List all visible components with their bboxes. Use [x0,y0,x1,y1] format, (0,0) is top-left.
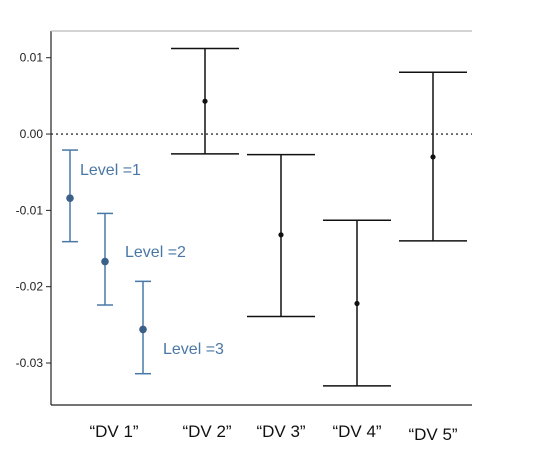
error-bars: Level =1 Level =2 Level =3 [62,47,467,387]
point-estimate [430,154,436,160]
error-bar: Level =1 [62,149,141,243]
category-label: “DV 4” [332,422,381,441]
error-bar [247,153,315,318]
point-estimate [101,257,109,266]
point-estimate [66,194,74,202]
category-labels: “DV 1” “DV 2” “DV 3” “DV 4” “DV 5” [89,422,457,444]
y-axis-ticks: 0.01 0.00 -0.01 -0.02 -0.03 [16,51,51,370]
category-label: “DV 3” [256,422,305,441]
point-estimate [354,300,360,307]
error-bar [399,71,467,242]
level-label: Level =1 [80,162,141,179]
point-estimate [278,232,284,238]
error-bar [171,47,239,155]
y-tick-label: 0.00 [20,127,44,141]
y-tick-label: -0.03 [16,356,44,370]
y-tick-label: -0.01 [16,203,44,217]
category-label: “DV 5” [408,425,457,444]
point-estimate [139,325,147,334]
error-bar: Level =3 [135,280,224,375]
axes [50,30,472,406]
level-label: Level =3 [163,341,224,358]
y-tick-label: -0.02 [16,280,44,294]
category-label: “DV 2” [182,422,231,441]
point-estimate [202,98,208,104]
error-bar [323,219,391,387]
level-label: Level =2 [125,244,186,261]
y-tick-label: 0.01 [20,51,44,65]
category-label: “DV 1” [89,422,138,441]
error-bar: Level =2 [97,212,186,306]
